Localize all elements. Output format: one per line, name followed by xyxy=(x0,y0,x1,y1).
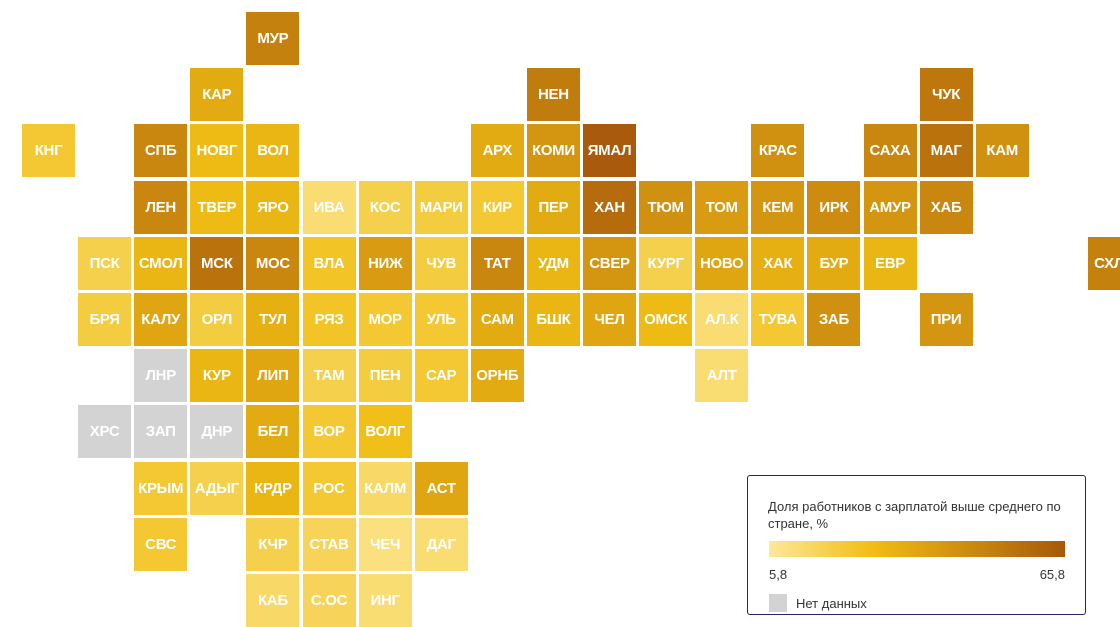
region-tile: КУР xyxy=(190,349,244,403)
region-tile: БШК xyxy=(526,293,580,346)
region-tile: ОРНБ xyxy=(470,349,524,403)
region-tile: КАБ xyxy=(246,574,300,627)
region-tile: МАГ xyxy=(919,124,973,178)
region-tile: ЯРО xyxy=(246,180,300,234)
region-tile: ТЮМ xyxy=(639,180,693,234)
region-tile: АЛТ xyxy=(695,349,749,403)
region-tile: МОР xyxy=(358,293,412,346)
region-tile: СВЕР xyxy=(583,236,636,290)
region-tile: ПЕН xyxy=(358,349,412,403)
legend-max-label: 65,8 xyxy=(1039,567,1065,582)
legend-min-label: 5,8 xyxy=(769,567,788,582)
region-tile: ИВА xyxy=(302,180,356,234)
legend: Доля работников с зарплатой выше среднег… xyxy=(747,475,1086,615)
region-tile: ДАГ xyxy=(414,517,468,571)
region-tile: САМ xyxy=(470,293,524,346)
region-tile: МАРИ xyxy=(414,180,468,234)
region-tile: УДМ xyxy=(526,236,580,290)
region-tile: ВОЛГ xyxy=(358,405,412,459)
region-tile: КОС xyxy=(358,180,412,234)
legend-title: Доля работников с зарплатой выше среднег… xyxy=(768,499,1061,531)
region-tile: ХАК xyxy=(751,236,805,290)
region-tile: СМОЛ xyxy=(134,236,188,290)
region-tile: КИР xyxy=(470,180,524,234)
region-tile: АСТ xyxy=(414,461,468,515)
region-tile: ТУВА xyxy=(751,293,805,346)
region-tile: РОС xyxy=(302,461,356,515)
region-tile: КЕМ xyxy=(751,180,805,234)
region-tile: ЛЕН xyxy=(134,180,188,234)
region-tile: БУР xyxy=(807,236,861,290)
region-tile: ЧЕЛ xyxy=(583,293,636,346)
region-tile: ТОМ xyxy=(695,180,749,234)
region-tile: НОВО xyxy=(695,236,749,290)
region-tile: ХАН xyxy=(583,180,636,234)
region-tile: КАМ xyxy=(975,124,1029,178)
region-tile: МСК xyxy=(190,236,244,290)
region-tile: ХРС xyxy=(78,405,132,459)
region-tile: КЧР xyxy=(246,517,300,571)
region-tile: КРАС xyxy=(751,124,805,178)
region-tile: УЛЬ xyxy=(414,293,468,346)
region-tile: КРЫМ xyxy=(134,461,188,515)
region-tile: КАЛМ xyxy=(358,461,412,515)
region-tile: КНГ xyxy=(22,124,75,178)
region-tile: НОВГ xyxy=(190,124,244,178)
region-tile: КОМИ xyxy=(526,124,580,178)
region-tile: БРЯ xyxy=(78,293,132,346)
region-tile: ЧУК xyxy=(919,68,973,122)
region-tile: ЕВР xyxy=(863,236,917,290)
region-tile: ТАТ xyxy=(470,236,524,290)
region-tile: ВОЛ xyxy=(246,124,300,178)
region-tile: САХА xyxy=(863,124,917,178)
legend-color-scale xyxy=(769,541,1065,557)
region-tile: АДЫГ xyxy=(190,461,244,515)
region-tile: МУР xyxy=(246,12,300,65)
region-tile: ИНГ xyxy=(358,574,412,627)
region-tile: АМУР xyxy=(863,180,917,234)
region-tile: ОМСК xyxy=(639,293,693,346)
legend-nodata-swatch xyxy=(769,594,787,612)
region-tile: ЗАБ xyxy=(807,293,861,346)
region-tile: ПЕР xyxy=(526,180,580,234)
region-tile: ТВЕР xyxy=(190,180,244,234)
region-tile: СПБ xyxy=(134,124,188,178)
region-tile: ЯМАЛ xyxy=(583,124,636,178)
region-tile: ИРК xyxy=(807,180,861,234)
region-tile: ЛИП xyxy=(246,349,300,403)
legend-nodata-label: Нет данных xyxy=(796,596,867,611)
region-tile: БЕЛ xyxy=(246,405,300,459)
region-tile: СТАВ xyxy=(302,517,356,571)
region-tile: КУРГ xyxy=(639,236,693,290)
region-tile: ХАБ xyxy=(919,180,973,234)
region-tile: РЯЗ xyxy=(302,293,356,346)
region-tile: ОРЛ xyxy=(190,293,244,346)
region-tile: ЧЕЧ xyxy=(358,517,412,571)
region-tile: ЛНР xyxy=(134,349,188,403)
region-tile: С.ОС xyxy=(302,574,356,627)
region-tile: НИЖ xyxy=(358,236,412,290)
region-tile: ВЛА xyxy=(302,236,356,290)
region-tile: АРХ xyxy=(470,124,524,178)
region-tile: НЕН xyxy=(526,68,580,122)
region-tile: ЗАП xyxy=(134,405,188,459)
region-tile: КАЛУ xyxy=(134,293,188,346)
region-tile: ЧУВ xyxy=(414,236,468,290)
region-tile: ТУЛ xyxy=(246,293,300,346)
region-tile: ДНР xyxy=(190,405,244,459)
region-tile: СХЛН xyxy=(1087,236,1120,290)
region-tile: СВС xyxy=(134,517,188,571)
region-tile: ВОР xyxy=(302,405,356,459)
region-tile: АЛ.К xyxy=(695,293,749,346)
region-tile: КРДР xyxy=(246,461,300,515)
region-tile: ПСК xyxy=(78,236,132,290)
region-tile: ТАМ xyxy=(302,349,356,403)
region-tile: ПРИ xyxy=(919,293,973,346)
region-tile: САР xyxy=(414,349,468,403)
region-tile: КАР xyxy=(190,68,244,122)
region-tile: МОС xyxy=(246,236,300,290)
